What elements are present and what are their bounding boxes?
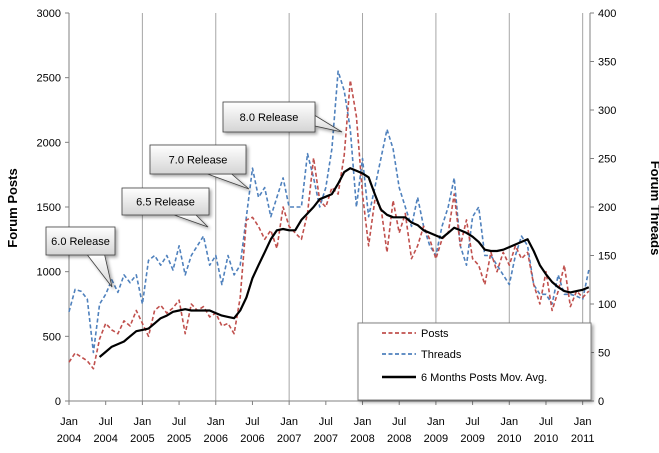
series-line-2 — [98, 167, 590, 358]
x-tick-label-month-10: Jan — [427, 416, 445, 428]
x-tick-label-year-13: 2010 — [534, 433, 558, 445]
callout-3 — [222, 101, 343, 133]
x-tick-label-month-14: Jan — [574, 416, 592, 428]
y-right-tick-label-0: 0 — [598, 396, 604, 408]
x-tick-label-month-3: Jul — [172, 416, 186, 428]
x-tick-label-month-1: Jul — [99, 416, 113, 428]
y-right-tick-label-6: 300 — [598, 105, 616, 117]
legend-box — [357, 322, 592, 401]
y-right-tick-label-5: 250 — [598, 154, 616, 166]
callout-box-1 — [121, 187, 210, 216]
legend-label-0: Posts — [421, 328, 449, 340]
callout-label-3: 8.0 Release — [240, 112, 299, 124]
callout-label-2: 7.0 Release — [169, 155, 228, 167]
x-tick-label-year-8: 2008 — [350, 433, 374, 445]
y-left-tick-label-0: 0 — [55, 396, 61, 408]
x-tick-label-year-5: 2006 — [240, 433, 264, 445]
x-tick-label-year-12: 2010 — [497, 433, 521, 445]
callout-box-2 — [149, 144, 247, 175]
x-tick-label-month-11: Jul — [466, 416, 480, 428]
callout-box-3 — [222, 101, 316, 133]
x-tick-label-month-7: Jul — [319, 416, 333, 428]
x-tick-label-month-4: Jan — [207, 416, 225, 428]
callout-0 — [45, 226, 116, 288]
x-tick-label-month-6: Jan — [280, 416, 298, 428]
y-right-tick-label-8: 400 — [598, 8, 616, 20]
x-tick-label-year-0: 2004 — [57, 433, 81, 445]
x-tick-label-month-8: Jan — [354, 416, 372, 428]
release-callouts: 6.0 Release 6.5 Release 7.0 Release 8.0 Rel… — [45, 101, 343, 288]
x-tick-label-year-4: 2006 — [204, 433, 228, 445]
y-left-tick-label-6: 3000 — [37, 8, 61, 20]
y-left-tick-label-1: 500 — [43, 331, 61, 343]
callout-label-0: 6.0 Release — [51, 236, 110, 248]
x-tick-label-year-7: 2007 — [314, 433, 338, 445]
y-right-tick-label-1: 50 — [598, 348, 610, 360]
x-tick-label-month-2: Jan — [134, 416, 152, 428]
callout-pointer-0 — [86, 254, 113, 288]
x-tick-label-month-12: Jan — [500, 416, 518, 428]
y-right-tick-label-3: 150 — [598, 251, 616, 263]
legend-label-1: Threads — [421, 349, 462, 361]
y-left-tick-label-2: 1000 — [37, 267, 61, 279]
series-layer — [68, 70, 590, 370]
callout-pointer-1 — [174, 214, 209, 228]
legend: Posts Threads 6 Months Posts Mov. Avg. — [357, 322, 592, 401]
x-tick-label-month-0: Jan — [60, 416, 78, 428]
axes: 0 500 1000 1500 2000 2500 3000 0 50 100 150 200 250 3… — [37, 8, 617, 445]
callout-pointer-2 — [207, 173, 250, 190]
x-tick-label-month-13: Jul — [539, 416, 553, 428]
x-tick-label-year-3: 2005 — [167, 433, 191, 445]
x-tick-label-year-14: 2011 — [571, 433, 595, 445]
y-left-tick-label-4: 2000 — [37, 137, 61, 149]
y-right-tick-label-7: 350 — [598, 57, 616, 69]
y-axis-left-title: Forum Posts — [5, 168, 20, 247]
callout-label-1: 6.5 Release — [136, 197, 195, 209]
x-tick-label-month-5: Jul — [245, 416, 259, 428]
y-right-tick-label-2: 100 — [598, 299, 616, 311]
x-tick-label-year-10: 2009 — [424, 433, 448, 445]
y-left-tick-label-5: 2500 — [37, 73, 61, 85]
x-tick-label-year-11: 2009 — [460, 433, 484, 445]
callout-2 — [149, 144, 250, 190]
x-tick-label-year-2: 2005 — [130, 433, 154, 445]
callout-1 — [121, 187, 210, 228]
callout-pointer-3 — [314, 114, 343, 133]
callout-box-0 — [45, 226, 116, 256]
x-tick-label-year-6: 2007 — [277, 433, 301, 445]
y-left-tick-label-3: 1500 — [37, 202, 61, 214]
series-line-1 — [68, 70, 590, 354]
x-tick-label-year-9: 2008 — [387, 433, 411, 445]
series-line-0 — [68, 79, 590, 370]
vertical-gridlines — [141, 13, 584, 401]
x-tick-label-year-1: 2004 — [93, 433, 117, 445]
x-tick-label-month-9: Jul — [392, 416, 406, 428]
legend-label-2: 6 Months Posts Mov. Avg. — [421, 372, 547, 384]
y-axis-right-title: Forum Threads — [648, 161, 659, 256]
y-right-tick-label-4: 200 — [598, 202, 616, 214]
